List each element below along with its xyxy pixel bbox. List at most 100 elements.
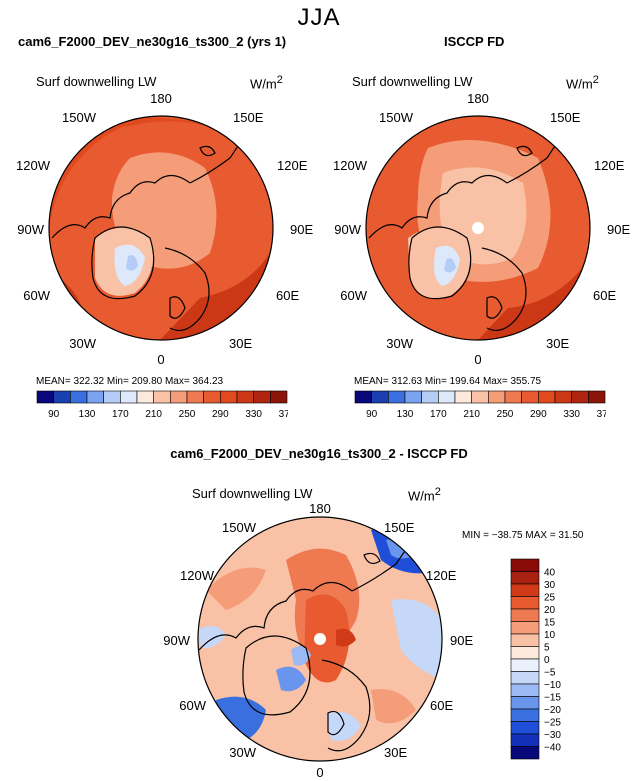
panel1-colorbar-box	[236, 390, 254, 404]
panel3-colorbar-box	[510, 696, 540, 710]
panel3-colorbar-tick-label: 25	[544, 593, 556, 604]
panel2-pole-missing	[472, 222, 484, 234]
panel3-colorbar-box	[510, 683, 540, 697]
panel1-lon-60w: 60W	[23, 288, 50, 303]
panel2-colorbar: 90 130 170 210 250 290 330 370	[354, 390, 606, 420]
panel1-variable: Surf downwelling LW	[36, 74, 157, 89]
panel3-map: 180 150E 120E 90E 60E 30E 0 30W 60W 90W …	[163, 501, 473, 780]
panel2-lon-90e: 90E	[607, 222, 630, 237]
panel2-colorbar-box	[571, 390, 589, 404]
panel1-lon-30e: 30E	[229, 336, 252, 351]
panel2-variable: Surf downwelling LW	[352, 74, 473, 89]
panel2-colorbar-box	[454, 390, 472, 404]
panel1-lon-90e: 90E	[290, 222, 313, 237]
panel3-colorbar-box	[510, 733, 540, 747]
panel1-colorbar-box	[36, 390, 54, 404]
panel1-colorbar-box	[53, 390, 71, 404]
panel3-colorbar-box	[510, 658, 540, 672]
panel3-colorbar-box	[510, 646, 540, 660]
panel2-colorbar-tick-label: 250	[497, 409, 514, 420]
panel3-coastlines	[198, 531, 419, 752]
panel2-lon-120w: 120W	[333, 158, 368, 173]
panel2-lon-60w: 60W	[340, 288, 367, 303]
panel3-lon-60e: 60E	[430, 698, 453, 713]
panel2-colorbar-tick-label: 130	[397, 409, 414, 420]
panel1-colorbar-tick-label: 250	[179, 409, 196, 420]
panel2-colorbar-box	[538, 390, 556, 404]
panel1-lon-30w: 30W	[69, 336, 96, 351]
panel2-colorbar-box	[521, 390, 539, 404]
panel1-colorbar-box	[136, 390, 154, 404]
panel2-colorbar-box	[404, 390, 422, 404]
panel2-colorbar-box	[354, 390, 372, 404]
panel2-colorbar-box	[504, 390, 522, 404]
panel3-units: W/m2	[408, 486, 441, 504]
panel1-colorbar-tick-label: 170	[112, 409, 129, 420]
panel2-lon-150w: 150W	[379, 110, 414, 125]
panel2-colorbar-ticks: 90 130 170 210 250 290 330 370	[366, 409, 606, 420]
panel3-colorbar-tick-label: 30	[544, 580, 556, 591]
panel3-colorbar-tick-label: 20	[544, 605, 556, 616]
panel1-lon-150w: 150W	[62, 110, 97, 125]
panel3-lon-0: 0	[316, 765, 323, 780]
panel1-colorbar: 90 130 170 210 250 290 330 370	[36, 390, 288, 420]
panel2-colorbar-tick-label: 170	[430, 409, 447, 420]
panel2-colorbar-box	[471, 390, 489, 404]
panel3-minmax: MIN = −38.75 MAX = 31.50	[462, 530, 584, 541]
panel3-colorbar-box	[510, 571, 540, 585]
panel2-colorbar-box	[421, 390, 439, 404]
panel3-colorbar-box	[510, 671, 540, 685]
panel3-colorbar-tick-label: −25	[544, 718, 561, 729]
panel3-colorbar-box	[510, 608, 540, 622]
panel3-lon-150e: 150E	[384, 520, 415, 535]
panel2-colorbar-box	[388, 390, 406, 404]
panel1-lon-90w: 90W	[17, 222, 44, 237]
panel3-variable: Surf downwelling LW	[192, 486, 313, 501]
panel2-lon-120e: 120E	[594, 158, 625, 173]
panel3-colorbar-tick-label: −40	[544, 743, 561, 754]
panel2-colorbar-tick-label: 290	[530, 409, 547, 420]
panel1-colorbar-boxes	[36, 390, 288, 404]
panel3-lon-180: 180	[309, 501, 331, 516]
panel1-lon-120e: 120E	[277, 158, 308, 173]
season-label: JJA	[297, 4, 341, 31]
panel2-lon-150e: 150E	[550, 110, 581, 125]
panel3-lon-30e: 30E	[384, 745, 407, 760]
panel3-colorbar-tick-label: −15	[544, 693, 561, 704]
panel1-colorbar-box	[70, 390, 88, 404]
panel3-lon-120e: 120E	[426, 568, 457, 583]
panel1-colorbar-tick-label: 290	[212, 409, 229, 420]
panel3-colorbar-box	[510, 746, 540, 760]
panel3-lon-30w: 30W	[229, 745, 256, 760]
panel1-colorbar-tick-label: 90	[48, 409, 60, 420]
panel2-lon-90w: 90W	[334, 222, 361, 237]
panel3-lon-120w: 120W	[180, 568, 215, 583]
panel2-lon-0: 0	[474, 352, 481, 367]
panel2-colorbar-box	[438, 390, 456, 404]
panel1-colorbar-ticks: 90 130 170 210 250 290 330 370	[48, 409, 288, 420]
panel2-lon-30w: 30W	[386, 336, 413, 351]
panel1-colorbar-tick-label: 370	[279, 409, 288, 420]
panel3-colorbar-box	[510, 596, 540, 610]
panel1-lon-180: 180	[150, 91, 172, 106]
panel1-colorbar-box	[253, 390, 271, 404]
panel2-colorbar-boxes	[354, 390, 606, 404]
panel3-colorbar-box	[510, 633, 540, 647]
panel3-colorbar-tick-label: −20	[544, 705, 561, 716]
panel2-map: 180 150E 120E 90E 60E 30E 0 30W 60W 90W …	[333, 91, 630, 367]
panel3-colorbar-box	[510, 558, 540, 572]
panel2-colorbar-tick-label: 370	[597, 409, 606, 420]
panel3-colorbar-tick-label: −5	[544, 668, 556, 679]
panel2-colorbar-tick-label: 210	[463, 409, 480, 420]
panel1-colorbar-box	[120, 390, 138, 404]
panel2-lon-180: 180	[467, 91, 489, 106]
panel3-colorbar-tick-label: 0	[544, 655, 550, 666]
panel1-map: 180 150E 120E 90E 60E 30E 0 30W 60W 90W …	[16, 91, 313, 367]
panel3-colorbar-tick-label: 15	[544, 618, 556, 629]
panel3-colorbar-boxes	[510, 558, 540, 760]
panel3-colorbar-tick-label: −30	[544, 730, 561, 741]
panel2-colorbar-tick-label: 90	[366, 409, 378, 420]
panel1-colorbar-box	[153, 390, 171, 404]
